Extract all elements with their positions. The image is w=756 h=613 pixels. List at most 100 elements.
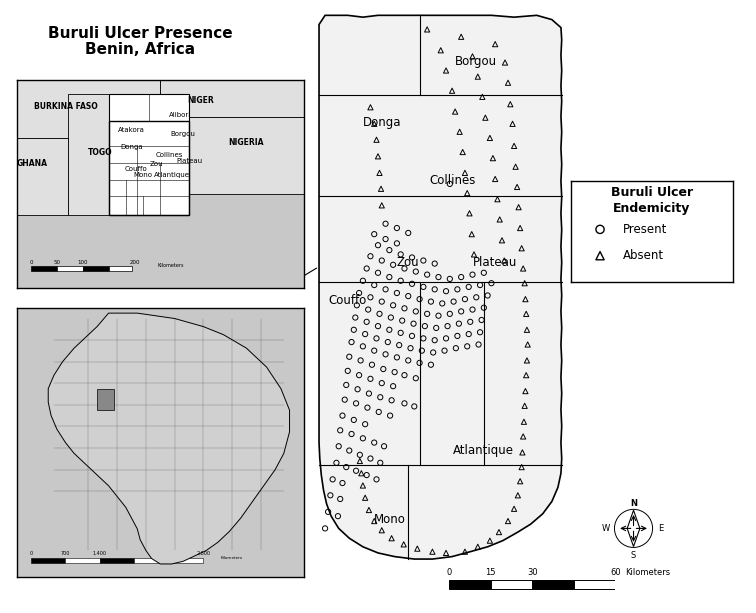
Polygon shape: [319, 15, 562, 559]
Point: [498, 256, 510, 265]
Point: [521, 356, 533, 365]
Point: [417, 333, 429, 343]
Point: [416, 346, 428, 356]
Point: [368, 119, 380, 129]
Point: [440, 286, 452, 296]
Text: Borgou: Borgou: [455, 55, 497, 68]
Bar: [160, 80, 304, 117]
Point: [361, 264, 373, 273]
Point: [334, 494, 346, 504]
Point: [395, 249, 407, 259]
Point: [339, 395, 351, 405]
Point: [410, 373, 422, 383]
Point: [402, 228, 414, 238]
Bar: [31, 558, 66, 563]
Bar: [100, 558, 135, 563]
Point: [340, 380, 352, 390]
Bar: [491, 581, 532, 590]
Bar: [574, 581, 615, 590]
Point: [380, 234, 392, 244]
Text: 2,800: 2,800: [197, 551, 210, 556]
Bar: [68, 94, 109, 215]
Text: 200: 200: [129, 259, 140, 265]
Point: [496, 235, 508, 245]
Point: [448, 297, 460, 306]
Point: [455, 272, 467, 282]
Point: [340, 462, 352, 472]
Point: [489, 39, 501, 49]
Point: [376, 200, 388, 210]
Point: [489, 174, 501, 184]
Text: Buruli Ulcer: Buruli Ulcer: [611, 186, 693, 199]
Point: [402, 356, 414, 365]
Point: [386, 533, 398, 543]
Point: [363, 505, 375, 515]
Point: [364, 454, 376, 463]
Point: [426, 547, 438, 557]
Text: BURKINA FASO: BURKINA FASO: [33, 102, 98, 112]
Point: [478, 303, 490, 313]
Point: [348, 325, 360, 335]
Text: NIGER: NIGER: [187, 96, 214, 105]
Point: [348, 415, 360, 425]
Point: [334, 425, 346, 435]
Point: [383, 325, 395, 335]
Point: [451, 284, 463, 294]
Point: [508, 141, 520, 151]
Point: [396, 316, 408, 326]
Point: [391, 288, 403, 298]
Point: [330, 458, 342, 468]
Bar: [532, 581, 574, 590]
Point: [461, 341, 473, 351]
Point: [522, 340, 534, 349]
Bar: [109, 266, 132, 272]
Point: [436, 299, 448, 308]
Point: [368, 229, 380, 239]
Point: [466, 51, 479, 61]
Point: [470, 292, 482, 302]
Text: Plateau: Plateau: [473, 256, 517, 269]
Point: [411, 544, 423, 554]
Text: Alibori: Alibori: [169, 112, 191, 118]
Point: [421, 25, 433, 34]
Bar: [97, 389, 114, 410]
Point: [453, 319, 465, 329]
Point: [521, 325, 533, 335]
Polygon shape: [48, 313, 290, 564]
Point: [324, 490, 336, 500]
Point: [357, 276, 369, 286]
Point: [351, 300, 363, 310]
Point: [336, 411, 349, 421]
Text: 700: 700: [60, 551, 70, 556]
Point: [368, 516, 380, 526]
Text: 50: 50: [54, 259, 60, 265]
Point: [376, 297, 388, 306]
Point: [364, 374, 376, 384]
Point: [425, 297, 437, 306]
Point: [353, 288, 365, 298]
Point: [385, 313, 397, 322]
Point: [516, 462, 528, 472]
Point: [410, 267, 422, 276]
Point: [427, 348, 439, 357]
Text: 60: 60: [610, 568, 621, 577]
Bar: [189, 117, 304, 194]
Bar: [449, 581, 491, 590]
Point: [484, 133, 496, 143]
Point: [513, 202, 525, 212]
Point: [455, 32, 467, 42]
Point: [370, 333, 383, 343]
Point: [421, 309, 433, 319]
Point: [376, 525, 388, 535]
Point: [476, 92, 488, 102]
Point: [359, 493, 371, 503]
Bar: [17, 138, 68, 215]
Point: [375, 184, 387, 194]
Point: [363, 389, 375, 398]
Point: [406, 253, 418, 262]
Point: [343, 352, 355, 362]
Point: [463, 282, 475, 292]
Bar: [82, 266, 109, 272]
Text: 0: 0: [29, 551, 33, 556]
Text: 15: 15: [485, 568, 496, 577]
